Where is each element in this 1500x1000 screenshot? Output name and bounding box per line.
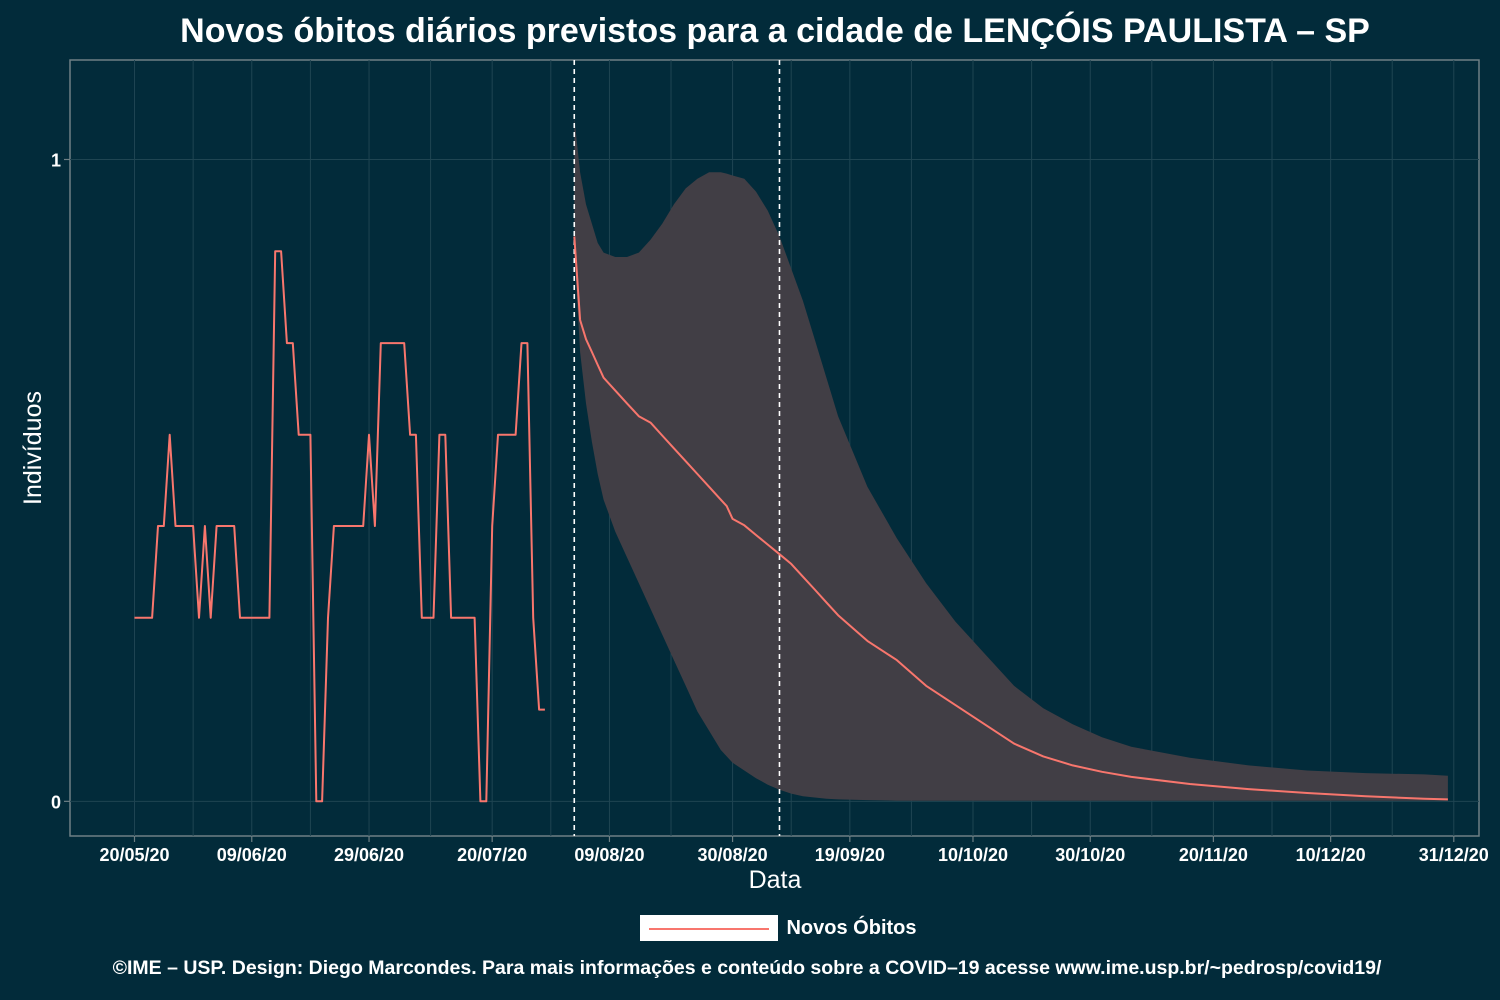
legend-label: Novos Óbitos — [786, 916, 917, 939]
legend-line-swatch — [649, 928, 770, 930]
axis-ticks: 20/05/20 09/06/20 29/06/20 20/07/20 09/08/20… — [51, 150, 1489, 865]
x-tick-label: 20/07/20 — [457, 845, 527, 865]
legend-key — [640, 915, 779, 941]
series-lines — [134, 236, 1448, 803]
reference-lines — [573, 60, 781, 836]
chart-title: Novos óbitos diários previstos para a ci… — [180, 12, 1370, 50]
footer-credits: ©IME – USP. Design: Diego Marcondes. Par… — [112, 957, 1382, 979]
x-tick-label: 29/06/20 — [334, 845, 404, 865]
x-tick-label: 10/12/20 — [1296, 845, 1366, 865]
legend: Novos Óbitos — [0, 915, 1500, 941]
x-tick-label: 09/08/20 — [574, 845, 644, 865]
y-tick-label: 1 — [51, 150, 61, 170]
x-tick-label: 20/11/20 — [1179, 845, 1248, 865]
x-tick-label: 31/12/20 — [1419, 845, 1489, 865]
x-tick-label: 30/10/20 — [1055, 845, 1125, 865]
x-tick-label: 19/09/20 — [815, 845, 885, 865]
forecast-series-line — [573, 236, 1448, 801]
confidence-band-layer — [574, 117, 1448, 801]
x-tick-label: 20/05/20 — [99, 845, 169, 865]
confidence-band — [574, 117, 1448, 801]
y-tick-label: 0 — [51, 792, 61, 812]
x-axis-title: Data — [749, 866, 802, 894]
x-tick-label: 30/08/20 — [698, 845, 768, 865]
x-tick-label: 09/06/20 — [217, 845, 287, 865]
x-tick-label: 10/10/20 — [938, 845, 1008, 865]
observed-series-line — [134, 250, 545, 803]
y-axis-title: Indivíduos — [19, 391, 47, 505]
